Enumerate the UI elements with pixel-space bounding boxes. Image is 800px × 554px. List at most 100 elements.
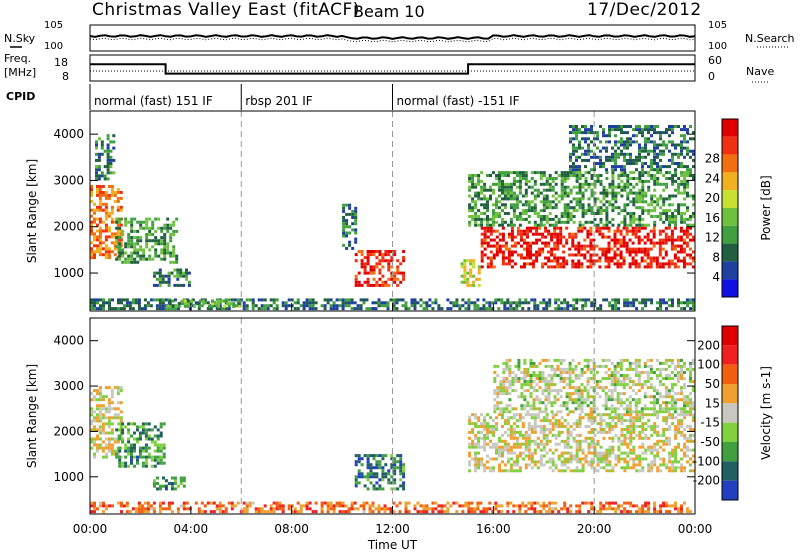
data-cell xyxy=(662,140,665,144)
data-cell xyxy=(354,478,358,482)
data-cell xyxy=(544,229,548,233)
data-cell xyxy=(154,254,158,258)
data-cell xyxy=(509,307,513,311)
data-cell xyxy=(629,171,633,175)
data-cell xyxy=(320,501,324,505)
data-cell xyxy=(311,301,315,305)
data-cell xyxy=(614,206,618,210)
data-cell xyxy=(628,250,632,254)
data-cell xyxy=(599,182,603,186)
data-cell xyxy=(479,307,483,311)
data-cell xyxy=(521,209,525,213)
data-cell xyxy=(498,215,501,218)
data-cell xyxy=(511,380,515,383)
data-cell xyxy=(551,510,555,514)
colorbar-segment xyxy=(722,119,738,137)
data-cell xyxy=(692,250,695,254)
data-cell xyxy=(118,220,122,224)
data-cell xyxy=(686,171,689,175)
data-cell xyxy=(665,143,668,147)
data-cell xyxy=(498,200,501,204)
data-cell xyxy=(380,304,384,308)
data-cell xyxy=(554,203,558,207)
data-cell xyxy=(580,392,584,396)
cpid-segment-label: rbsp 201 IF xyxy=(245,94,312,108)
data-cell xyxy=(169,254,173,258)
data-cell xyxy=(109,171,113,175)
data-cell xyxy=(530,206,534,210)
data-cell xyxy=(399,454,403,458)
data-cell xyxy=(692,152,695,156)
data-cell xyxy=(587,425,591,428)
data-cell xyxy=(158,277,162,281)
data-cell xyxy=(254,507,258,511)
data-cell xyxy=(614,454,618,458)
data-cell xyxy=(574,367,578,371)
data-cell xyxy=(260,298,264,302)
data-cell xyxy=(653,425,657,428)
data-cell xyxy=(578,146,581,150)
data-cell xyxy=(368,507,372,511)
data-cell xyxy=(238,299,242,303)
colorbar-segment xyxy=(722,190,738,208)
data-cell xyxy=(483,247,487,251)
data-cell xyxy=(344,298,348,302)
data-cell xyxy=(494,507,498,511)
data-cell xyxy=(521,307,525,311)
data-cell xyxy=(599,457,603,461)
data-cell xyxy=(541,232,545,236)
data-cell xyxy=(557,194,561,198)
data-cell xyxy=(141,449,145,453)
data-cell xyxy=(623,419,627,423)
data-cell xyxy=(665,436,669,440)
data-cell xyxy=(668,220,672,224)
data-cell xyxy=(501,262,505,266)
data-cell xyxy=(121,251,125,255)
data-cell xyxy=(563,301,567,305)
data-cell xyxy=(542,416,546,420)
data-cell xyxy=(486,226,490,230)
data-cell xyxy=(468,454,472,458)
data-cell xyxy=(98,413,102,417)
data-cell xyxy=(368,307,372,311)
data-cell xyxy=(477,217,481,221)
data-cell xyxy=(505,386,509,390)
data-cell xyxy=(589,371,593,374)
data-cell xyxy=(680,149,683,153)
data-cell xyxy=(96,229,99,233)
data-cell xyxy=(90,419,93,423)
data-cell xyxy=(512,422,516,426)
data-cell xyxy=(263,304,267,308)
data-cell xyxy=(212,501,216,505)
data-cell xyxy=(590,463,594,467)
data-cell xyxy=(154,217,158,221)
data-cell xyxy=(494,298,498,302)
data-cell xyxy=(102,301,105,305)
data-cell xyxy=(653,422,657,426)
data-cell xyxy=(629,215,633,218)
data-cell xyxy=(152,501,156,505)
data-cell xyxy=(372,472,376,476)
data-cell xyxy=(569,445,573,449)
data-cell xyxy=(533,188,537,192)
data-cell xyxy=(521,301,525,305)
data-cell xyxy=(659,212,663,215)
data-cell xyxy=(512,436,516,440)
data-cell xyxy=(581,457,585,461)
data-cell xyxy=(665,209,669,213)
data-cell xyxy=(185,274,188,278)
data-cell xyxy=(692,265,695,269)
data-cell xyxy=(638,194,642,198)
data-cell xyxy=(509,194,513,198)
data-cell xyxy=(692,419,695,423)
data-cell xyxy=(521,203,525,207)
data-cell xyxy=(518,466,522,470)
data-cell xyxy=(662,220,666,224)
data-cell xyxy=(530,209,534,213)
data-cell xyxy=(673,253,677,257)
data-cell xyxy=(589,377,593,380)
data-cell xyxy=(350,301,354,305)
data-cell xyxy=(635,177,639,180)
data-cell xyxy=(680,212,684,215)
data-cell xyxy=(98,241,102,245)
